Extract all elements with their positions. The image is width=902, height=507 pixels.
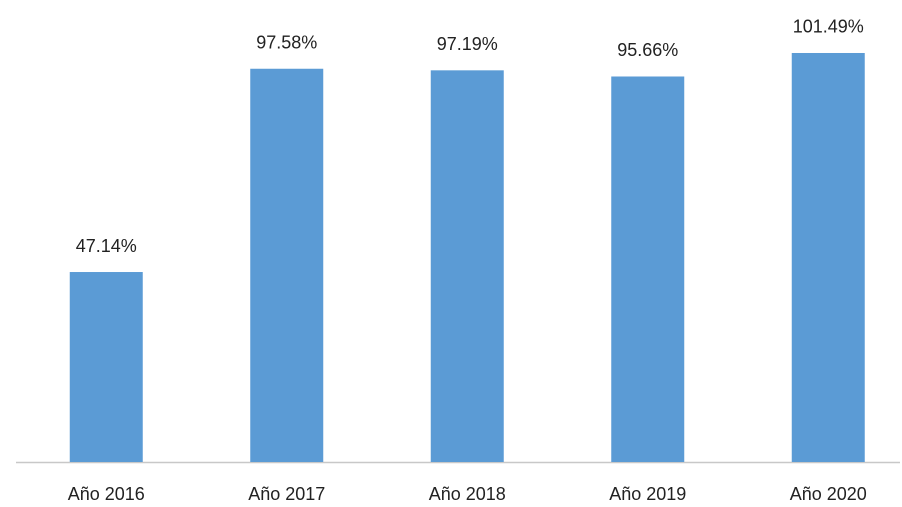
data-label: 97.19% (437, 34, 498, 54)
data-label: 97.58% (256, 33, 317, 53)
data-label: 101.49% (793, 17, 864, 37)
bar (69, 272, 143, 462)
x-tick-label: Año 2019 (609, 484, 686, 504)
x-tick-label: Año 2018 (429, 484, 506, 504)
data-label: 47.14% (76, 236, 137, 256)
x-tick-label: Año 2020 (790, 484, 867, 504)
bar (430, 70, 504, 462)
data-label: 95.66% (617, 40, 678, 60)
x-tick-label: Año 2017 (248, 484, 325, 504)
bar (791, 52, 865, 462)
bar (250, 68, 324, 463)
bar (611, 76, 685, 462)
x-tick-label: Año 2016 (68, 484, 145, 504)
